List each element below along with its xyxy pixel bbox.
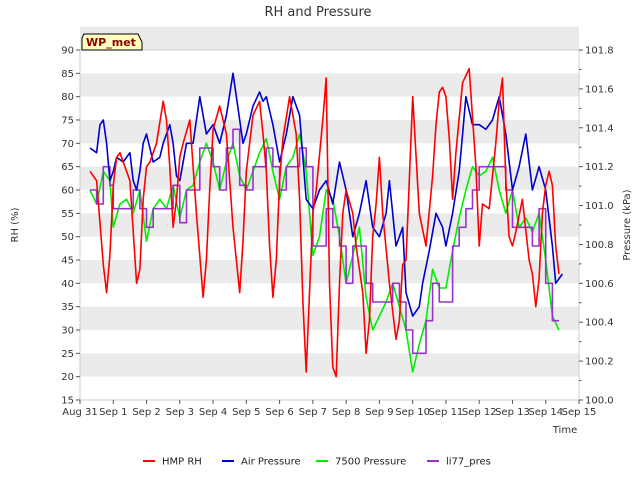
grid-band — [80, 213, 579, 237]
legend: HMP RH Air Pressure 7500 Pressure li77_pres — [143, 457, 491, 468]
y-left-tick-label: 50 — [61, 232, 74, 243]
y-axis-right: 100.0 100.2 100.4 100.6 100.8 101.0 101.2 101.4… — [579, 46, 614, 407]
series-lines — [89, 67, 564, 378]
x-tick-label: Sep 2 — [132, 407, 160, 418]
y-right-tick-label: 100.6 — [585, 279, 614, 290]
y-left-tick-label: 45 — [61, 256, 74, 267]
x-tick-label: Sep 13 — [495, 407, 530, 418]
grid-bands — [80, 26, 579, 400]
y-right-tick-label: 100.0 — [585, 396, 614, 407]
y-right-tick-label: 101.0 — [585, 201, 614, 212]
grid-band — [80, 306, 579, 330]
badge-label: WP_met — [86, 36, 136, 49]
y-left-tick-label: 25 — [61, 349, 74, 360]
y-left-tick-label: 90 — [61, 46, 74, 57]
legend-label: 7500 Pressure — [335, 457, 406, 468]
x-tick-label: Sep 12 — [462, 407, 497, 418]
y-left-tick-label: 65 — [61, 162, 74, 173]
series-line-air_pressure — [89, 72, 564, 317]
x-tick-label: Sep 1 — [99, 407, 127, 418]
x-tick-label: Sep 10 — [395, 407, 430, 418]
x-axis-label: Time — [552, 425, 577, 436]
x-tick-label: Sep 15 — [562, 407, 597, 418]
grid-band — [80, 166, 579, 190]
y-left-tick-label: 40 — [61, 279, 74, 290]
grid-band — [80, 26, 579, 50]
y-left-tick-label: 30 — [61, 326, 74, 337]
x-tick-label: Sep 7 — [299, 407, 327, 418]
legend-label: Air Pressure — [241, 457, 301, 468]
y-axis-left-label: RH (%) — [10, 207, 21, 242]
x-tick-label: Sep 4 — [199, 407, 227, 418]
y-left-tick-label: 15 — [61, 396, 74, 407]
x-tick-label: Sep 5 — [232, 407, 260, 418]
x-tick-label: Sep 14 — [528, 407, 563, 418]
y-left-tick-label: 55 — [61, 209, 74, 220]
grid-band — [80, 73, 579, 97]
y-axis-left: 15 20 25 30 35 40 45 50 55 60 65 70 75 80 85 90 — [61, 46, 80, 407]
y-left-tick-label: 35 — [61, 302, 74, 313]
y-left-tick-label: 85 — [61, 69, 74, 80]
y-right-tick-label: 101.8 — [585, 46, 614, 57]
legend-label: HMP RH — [162, 457, 202, 468]
y-right-tick-label: 100.8 — [585, 240, 614, 251]
y-left-tick-label: 70 — [61, 139, 74, 150]
y-left-tick-label: 60 — [61, 186, 74, 197]
y-right-tick-label: 101.2 — [585, 162, 614, 173]
series-line-hmp_rh — [89, 67, 560, 378]
chart-title: RH and Pressure — [264, 5, 371, 20]
x-tick-label: Sep 8 — [332, 407, 360, 418]
x-tick-label: Sep 9 — [365, 407, 393, 418]
y-right-tick-label: 100.4 — [585, 318, 614, 329]
badge: WP_met — [81, 33, 143, 51]
x-tick-label: Sep 6 — [265, 407, 293, 418]
x-axis: Aug 31 Sep 1 Sep 2 Sep 3 Sep 4 Sep 5 Sep 6 Sep … — [62, 400, 596, 418]
x-tick-label: Aug 31 — [62, 407, 97, 418]
y-right-tick-label: 101.6 — [585, 84, 614, 95]
y-left-tick-label: 20 — [61, 372, 74, 383]
badge-box — [81, 33, 143, 51]
legend-label: li77_pres — [446, 457, 491, 468]
x-tick-label: Sep 11 — [429, 407, 464, 418]
y-right-tick-label: 101.4 — [585, 123, 614, 134]
series-line-li77 — [90, 128, 559, 355]
series-line-pres7500 — [89, 133, 560, 373]
y-axis-right-label: Pressure (kPa) — [622, 189, 633, 260]
y-left-tick-label: 80 — [61, 92, 74, 103]
x-tick-label: Sep 3 — [166, 407, 194, 418]
y-left-tick-label: 75 — [61, 116, 74, 127]
y-right-tick-label: 100.2 — [585, 357, 614, 368]
grid-band — [80, 353, 579, 377]
